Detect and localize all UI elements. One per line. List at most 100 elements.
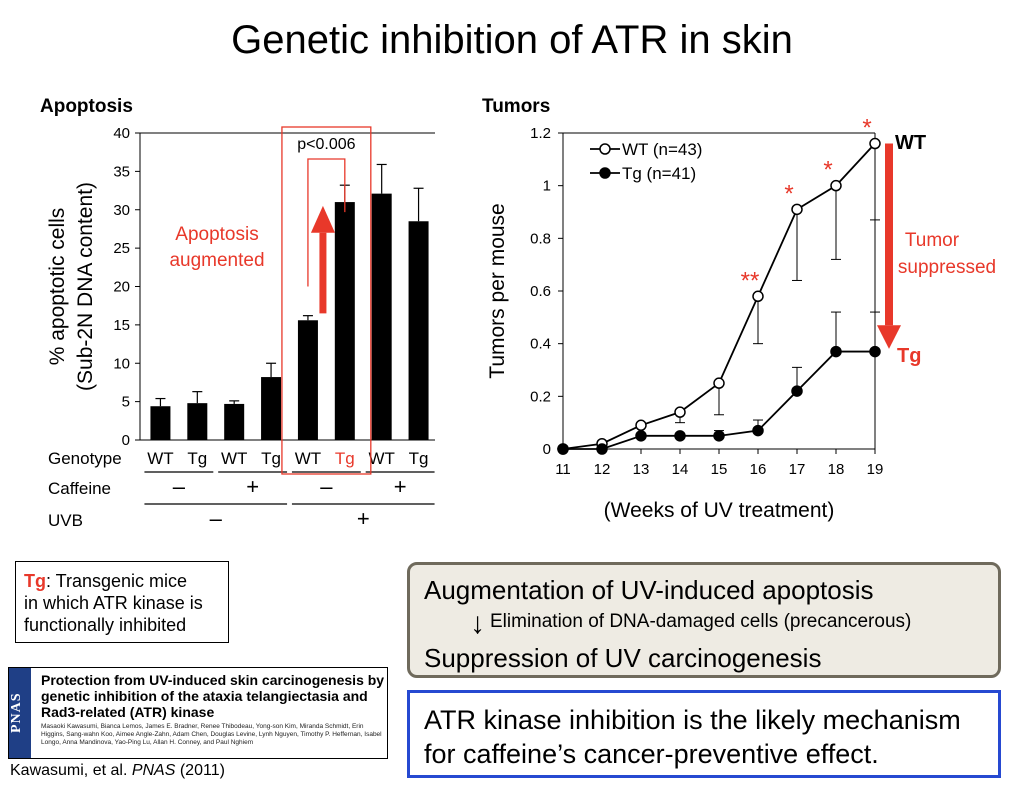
bar bbox=[261, 377, 282, 440]
uvb-sign: + bbox=[357, 506, 370, 531]
y-tick-label: 0.6 bbox=[530, 283, 551, 300]
pnas-logo: PNAS bbox=[9, 668, 31, 758]
data-point bbox=[869, 345, 881, 358]
apoptosis-chart: 0 5 10 15 20 25 30 35 40 % apoptotic cells (Sub-2N… bbox=[46, 125, 435, 531]
citation: Kawasumi, et al. PNAS (2011) bbox=[10, 762, 225, 780]
tg-definition-line2: in which ATR kinase is bbox=[24, 593, 203, 613]
genotype-label: Tg bbox=[187, 449, 207, 468]
data-point bbox=[869, 137, 881, 150]
caffeine-sign: – bbox=[173, 474, 186, 499]
apoptosis-annotation-line2: augmented bbox=[169, 250, 264, 271]
data-point bbox=[635, 430, 647, 442]
legend-label-wt: WT (n=43) bbox=[622, 140, 702, 159]
down-arrow-icon: ↓ bbox=[470, 607, 485, 640]
augment-arrow-head bbox=[310, 205, 335, 233]
apoptosis-annotation-line1: Apoptosis bbox=[175, 224, 258, 245]
genotype-label: Tg bbox=[261, 449, 281, 468]
data-point bbox=[830, 345, 842, 358]
data-point bbox=[713, 377, 725, 389]
x-axis-label: (Weeks of UV treatment) bbox=[604, 499, 835, 522]
apoptosis-chart-title: Apoptosis bbox=[40, 96, 133, 117]
x-tick-label: 18 bbox=[828, 461, 845, 478]
genotype-label: WT bbox=[147, 449, 173, 468]
paper-snippet: PNAS Protection from UV-induced skin car… bbox=[8, 667, 388, 759]
data-point bbox=[674, 406, 686, 418]
significance-star: * bbox=[862, 115, 871, 142]
significance-star: ** bbox=[741, 267, 760, 294]
data-point bbox=[791, 385, 803, 397]
data-point bbox=[635, 419, 647, 432]
data-point bbox=[752, 290, 764, 303]
data-point bbox=[713, 430, 725, 442]
caffeine-sign: + bbox=[246, 474, 259, 499]
genotype-label: Tg bbox=[409, 449, 429, 468]
mechanism-box: Augmentation of UV-induced apoptosis ↓ E… bbox=[407, 562, 1001, 678]
data-point bbox=[596, 443, 608, 455]
slide-title: Genetic inhibition of ATR in skin bbox=[231, 18, 793, 62]
bar bbox=[187, 403, 208, 440]
paper-title: Protection from UV-induced skin carcinog… bbox=[41, 672, 385, 720]
citation-journal: PNAS bbox=[131, 762, 176, 779]
data-point bbox=[674, 430, 686, 442]
uvb-sign: – bbox=[210, 506, 223, 531]
tumors-chart: 0 0.2 0.4 0.6 0.8 1 1.2 11 12 13 14 15 16 17 18 19 Tumor… bbox=[486, 115, 996, 522]
conclusion-line2: for caffeine’s cancer-preventive effect. bbox=[424, 739, 879, 769]
suppress-arrow-head bbox=[877, 325, 901, 349]
mechanism-line2: Suppression of UV carcinogenesis bbox=[424, 643, 822, 673]
significance-star: * bbox=[823, 157, 832, 184]
x-tick-label: 16 bbox=[750, 461, 767, 478]
p-value-label: p<0.006 bbox=[297, 136, 355, 153]
highlight-box bbox=[281, 126, 372, 475]
y-tick-label: 30 bbox=[113, 202, 130, 219]
x-tick-label: 11 bbox=[555, 461, 571, 478]
genotype-label: WT bbox=[295, 449, 321, 468]
tumors-chart-title: Tumors bbox=[482, 96, 551, 117]
y-tick-label: 10 bbox=[113, 355, 130, 372]
data-point bbox=[791, 203, 803, 216]
y-tick-label: 35 bbox=[113, 163, 130, 180]
x-tick-label: 12 bbox=[594, 461, 611, 478]
citation-year: (2011) bbox=[175, 762, 225, 779]
caffeine-sign: – bbox=[320, 474, 333, 499]
tg-definition-box: Tg: Transgenic mice in which ATR kinase … bbox=[15, 561, 229, 643]
significance-star: * bbox=[784, 180, 793, 207]
genotype-label: Tg bbox=[335, 449, 355, 468]
bar bbox=[224, 403, 245, 440]
y-tick-label: 40 bbox=[113, 125, 130, 142]
data-point bbox=[557, 443, 569, 455]
data-point bbox=[752, 424, 764, 437]
y-tick-label: 20 bbox=[113, 279, 130, 296]
x-tick-label: 19 bbox=[867, 461, 884, 478]
tumor-annotation-line1: Tumor bbox=[905, 230, 960, 251]
mechanism-middle: Elimination of DNA-damaged cells (precan… bbox=[490, 611, 912, 632]
genotype-row-label: Genotype bbox=[48, 449, 122, 468]
y-tick-label: 25 bbox=[113, 240, 130, 257]
y-tick-label: 0.8 bbox=[530, 230, 551, 247]
end-label-wt: WT bbox=[895, 132, 926, 154]
genotype-label: WT bbox=[221, 449, 247, 468]
mechanism-line1: Augmentation of UV-induced apoptosis bbox=[424, 575, 874, 605]
y-tick-label: 0.2 bbox=[530, 388, 551, 405]
x-tick-label: 14 bbox=[672, 461, 689, 478]
y-axis-label-line1: % apoptotic cells bbox=[46, 208, 69, 366]
y-tick-label: 5 bbox=[122, 394, 130, 411]
uvb-row-label: UVB bbox=[48, 511, 83, 530]
y-tick-label: 0 bbox=[543, 441, 551, 458]
paper-authors: Masaoki Kawasumi, Bianca Lemos, James E.… bbox=[41, 723, 382, 746]
y-tick-label: 1 bbox=[543, 178, 551, 195]
citation-authors: Kawasumi, et al. bbox=[10, 762, 132, 779]
bar bbox=[334, 202, 355, 440]
x-tick-label: 15 bbox=[711, 461, 728, 478]
conclusion-line1: ATR kinase inhibition is the likely mech… bbox=[424, 705, 961, 735]
y-tick-label: 0.4 bbox=[530, 336, 551, 353]
end-label-tg: Tg bbox=[897, 345, 921, 367]
caffeine-row-label: Caffeine bbox=[48, 479, 111, 498]
bar bbox=[408, 221, 429, 440]
p-value-bracket bbox=[307, 158, 346, 287]
bar bbox=[150, 406, 171, 440]
legend-marker-wt bbox=[599, 143, 611, 155]
y-tick-label: 0 bbox=[122, 432, 130, 449]
y-tick-label: 15 bbox=[113, 317, 130, 334]
caffeine-sign: + bbox=[394, 474, 407, 499]
data-point bbox=[830, 179, 842, 192]
